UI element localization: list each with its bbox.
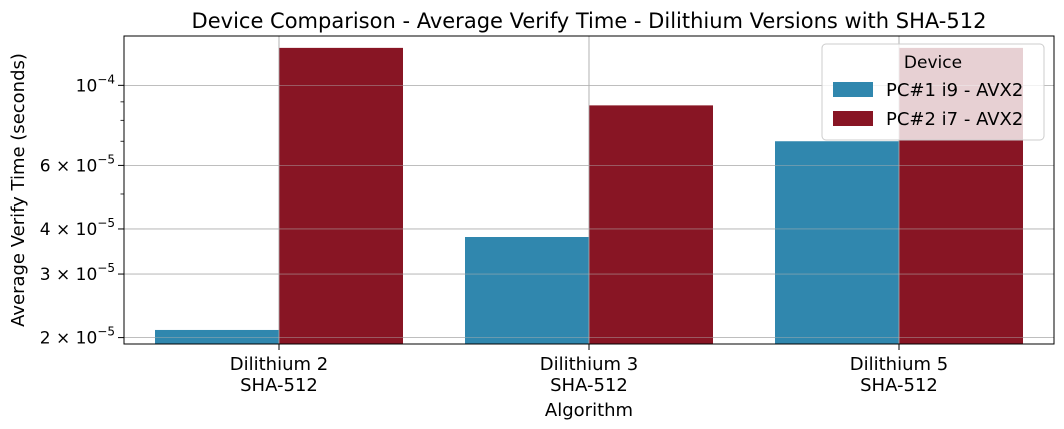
chart-title: Device Comparison - Average Verify Time … (192, 9, 987, 33)
legend-swatch (833, 82, 873, 97)
bar (589, 105, 713, 344)
bar (775, 141, 899, 344)
x-tick-label-sub: SHA-512 (240, 375, 318, 396)
y-tick-label: 2 × 10−5 (40, 325, 115, 349)
legend-label: PC#2 i7 - AVX2 (886, 109, 1023, 130)
x-tick-label: Dilithium 5 (850, 354, 948, 375)
x-tick-label-sub: SHA-512 (860, 375, 938, 396)
legend-box (821, 43, 1045, 141)
y-axis-ticks: 10−4 6 × 10−5 4 × 10−5 3 × 10−5 2 × 10−5 (40, 72, 124, 349)
x-tick-label: Dilithium 2 (230, 354, 328, 375)
legend-label: PC#1 i9 - AVX2 (886, 80, 1023, 101)
legend-title: Device (904, 53, 962, 73)
x-tick-label: Dilithium 3 (540, 354, 638, 375)
bar (465, 236, 589, 344)
bar (155, 329, 279, 344)
x-tick-label-sub: SHA-512 (550, 375, 628, 396)
bar (279, 47, 403, 344)
legend-swatch (833, 111, 873, 126)
y-tick-label: 3 × 10−5 (40, 261, 115, 285)
y-tick-label: 10−4 (76, 72, 115, 96)
y-tick-label: 6 × 10−5 (40, 152, 115, 176)
x-axis-label: Algorithm (545, 400, 633, 421)
y-tick-label: 4 × 10−5 (40, 216, 115, 240)
y-axis-label: Average Verify Time (seconds) (8, 53, 29, 327)
legend: Device PC#1 i9 - AVX2 PC#2 i7 - AVX2 (821, 43, 1045, 141)
